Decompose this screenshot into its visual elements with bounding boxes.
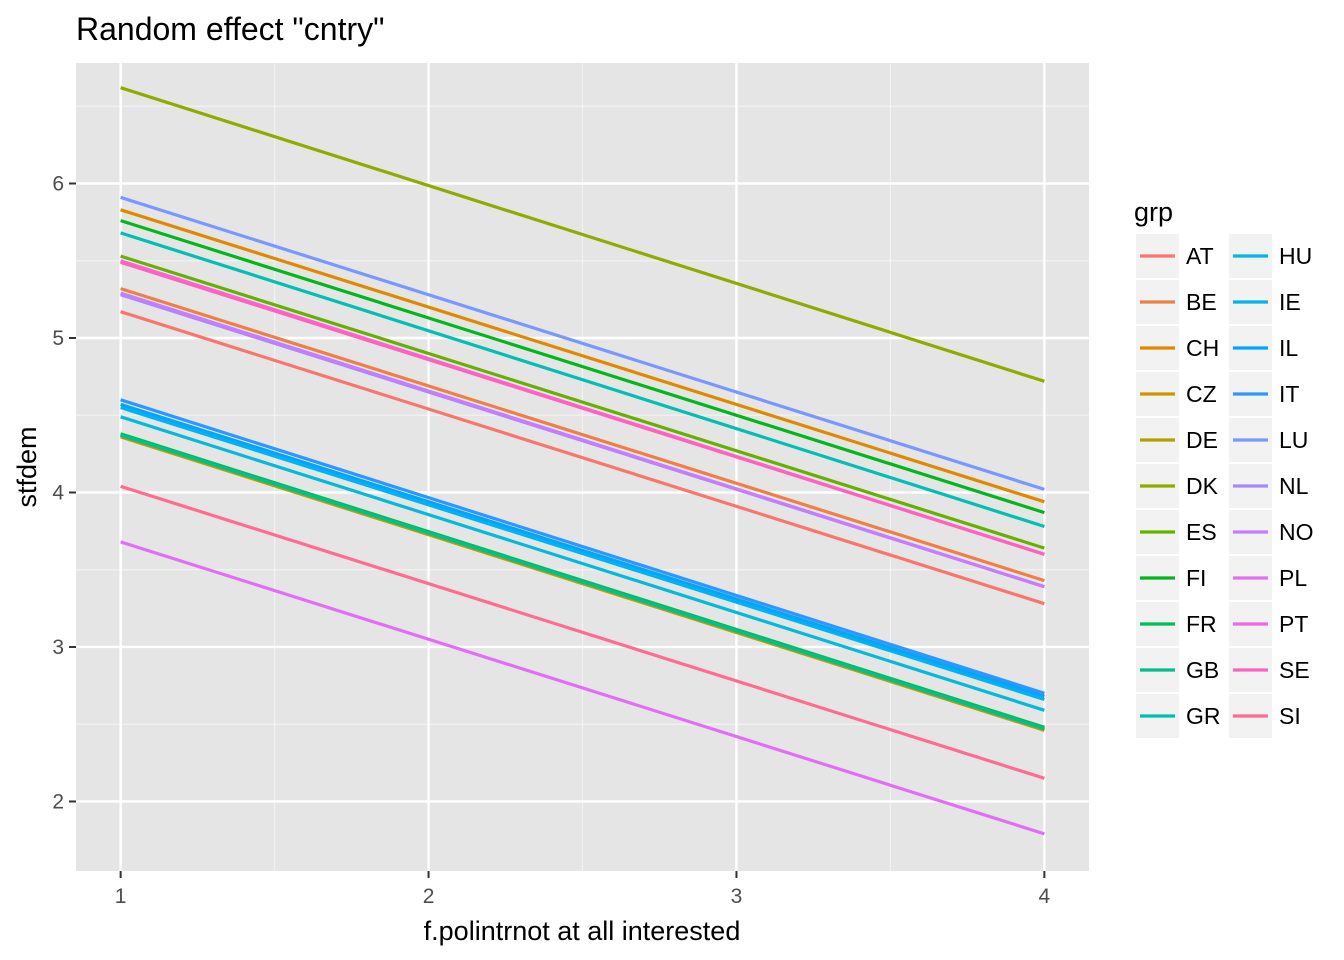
y-tick-label: 6 [52, 173, 64, 196]
legend-item-fr: FR [1136, 602, 1217, 646]
legend-item-gb: GB [1136, 648, 1219, 692]
series-line-fi [120, 219, 1045, 515]
series-line-es [120, 254, 1045, 550]
legend: AT BE CH CZ DE DK ES FI FR GB GR HU IE IL IT LU NL NO PL PT… [1136, 234, 1314, 738]
legend-item-ie: IE [1229, 280, 1301, 324]
legend-item-it: IT [1229, 372, 1299, 416]
legend-item-si: SI [1229, 694, 1301, 738]
legend-label: HU [1279, 243, 1312, 269]
legend-label: IE [1279, 289, 1301, 315]
legend-item-pt: PT [1229, 602, 1308, 646]
y-axis-title: stfdem [12, 426, 42, 507]
y-axis: 2 3 4 5 6 [52, 173, 76, 813]
legend-item-se: SE [1229, 648, 1310, 692]
legend-label: PL [1279, 565, 1307, 591]
y-tick-label: 2 [52, 790, 64, 813]
series-lines [120, 86, 1045, 836]
series-line-be [120, 287, 1045, 583]
legend-item-hu: HU [1229, 234, 1312, 278]
legend-label: SE [1279, 657, 1310, 683]
series-line-il [120, 402, 1045, 698]
legend-label: SI [1279, 703, 1301, 729]
legend-item-cz: CZ [1136, 372, 1217, 416]
x-tick-label: 2 [423, 885, 435, 908]
legend-item-es: ES [1136, 510, 1217, 554]
legend-label: GB [1186, 657, 1219, 683]
legend-label: BE [1186, 289, 1217, 315]
legend-label: DE [1186, 427, 1218, 453]
series-line-gr [120, 231, 1045, 529]
series-line-se [120, 260, 1045, 556]
legend-label: GR [1186, 703, 1221, 729]
x-tick-label: 4 [1039, 885, 1051, 908]
legend-title: grp [1134, 197, 1173, 227]
legend-label: IL [1279, 335, 1298, 361]
minor-gridlines [76, 63, 1089, 871]
series-line-si [120, 484, 1045, 780]
legend-item-ch: CH [1136, 326, 1219, 370]
legend-label: PT [1279, 611, 1308, 637]
legend-item-de: DE [1136, 418, 1218, 462]
x-tick-label: 3 [731, 885, 743, 908]
x-tick-label: 1 [115, 885, 127, 908]
series-line-ie [120, 405, 1045, 702]
legend-label: ES [1186, 519, 1217, 545]
series-line-no [120, 291, 1045, 589]
x-axis-title: f.polintrnot at all interested [424, 916, 741, 946]
series-line-dk [120, 86, 1045, 383]
y-tick-label: 5 [52, 327, 64, 350]
series-line-pl [120, 540, 1045, 836]
y-tick-label: 4 [52, 481, 64, 504]
legend-label: CH [1186, 335, 1219, 361]
legend-label: NO [1279, 519, 1314, 545]
legend-item-at: AT [1136, 234, 1214, 278]
legend-label: IT [1279, 381, 1299, 407]
legend-item-dk: DK [1136, 464, 1219, 508]
legend-item-lu: LU [1229, 418, 1308, 462]
chart-title: Random effect "cntry" [76, 11, 384, 47]
legend-item-be: BE [1136, 280, 1217, 324]
legend-label: CZ [1186, 381, 1217, 407]
legend-item-fi: FI [1136, 556, 1206, 600]
series-line-lu [120, 195, 1045, 491]
legend-item-no: NO [1229, 510, 1314, 554]
legend-label: FR [1186, 611, 1217, 637]
series-line-it [120, 398, 1045, 695]
legend-label: AT [1186, 243, 1214, 269]
legend-label: LU [1279, 427, 1308, 453]
legend-label: DK [1186, 473, 1219, 499]
series-line-ch [120, 208, 1045, 504]
series-line-hu [120, 415, 1045, 712]
series-line-at [120, 310, 1045, 606]
y-tick-label: 3 [52, 636, 64, 659]
x-axis: 1 2 3 4 [115, 871, 1051, 908]
legend-item-pl: PL [1229, 556, 1307, 600]
legend-item-il: IL [1229, 326, 1298, 370]
legend-item-gr: GR [1136, 694, 1221, 738]
legend-item-nl: NL [1229, 464, 1309, 508]
legend-label: FI [1186, 565, 1206, 591]
series-line-gb [120, 433, 1045, 731]
legend-label: NL [1279, 473, 1309, 499]
